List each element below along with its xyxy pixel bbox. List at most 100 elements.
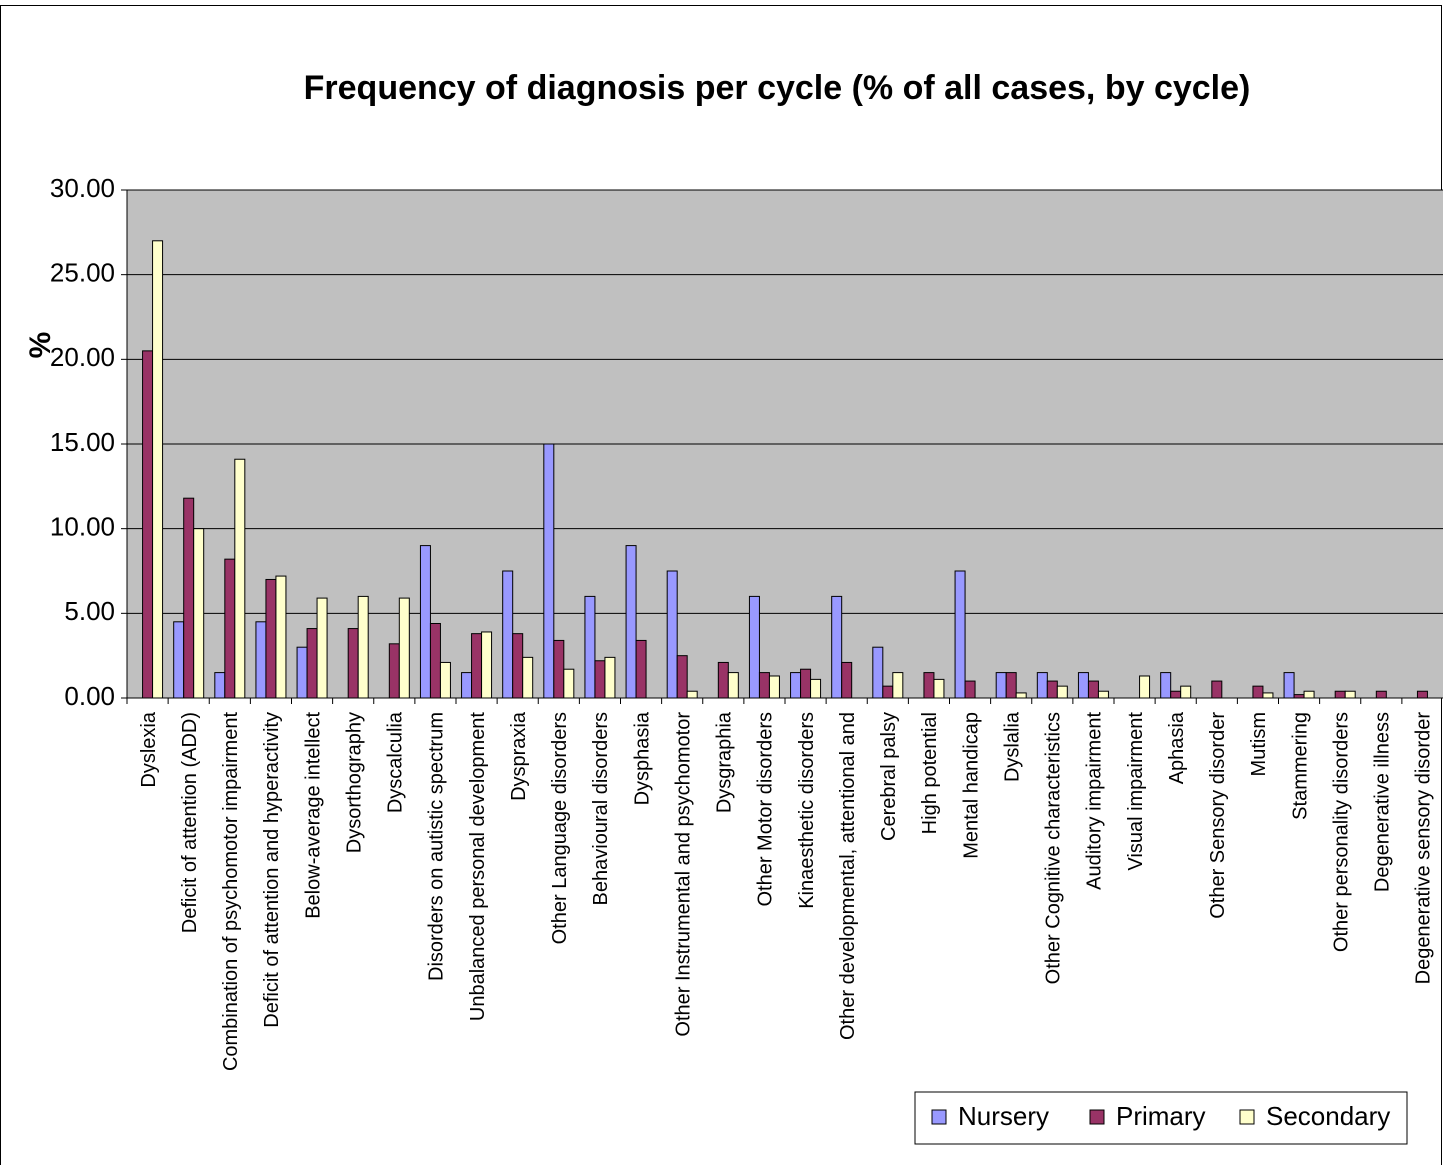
- bar: [841, 661, 853, 699]
- x-tick-label: Aphasia: [1166, 711, 1188, 784]
- legend-swatch: [1089, 1109, 1105, 1125]
- x-tick-label: Dyscalculia: [385, 711, 407, 813]
- bar: [429, 622, 441, 699]
- legend-swatch: [1239, 1109, 1255, 1125]
- legend-box: [914, 1091, 1408, 1145]
- bar: [686, 690, 698, 699]
- bar: [1015, 692, 1027, 699]
- x-tick-label: Stammering: [1289, 712, 1311, 820]
- x-tick-label: Dysgraphia: [714, 711, 736, 813]
- bar: [347, 628, 359, 699]
- bar: [224, 558, 236, 699]
- bar: [594, 660, 606, 699]
- y-tick-label: 30.00: [50, 173, 115, 203]
- x-tick-label: Other Instrumental and psychomotor: [672, 712, 694, 1037]
- bar: [193, 528, 205, 699]
- bar: [1303, 690, 1315, 699]
- bar: [502, 570, 514, 699]
- bar: [1334, 690, 1346, 699]
- legend-label: Secondary: [1266, 1101, 1390, 1131]
- bar: [255, 621, 267, 699]
- bar: [625, 545, 637, 699]
- x-tick-label: Dyslexia: [138, 711, 160, 787]
- x-tick-label: Degenerative illness: [1372, 712, 1394, 892]
- legend-label: Primary: [1116, 1101, 1206, 1131]
- y-tick-label: 0.00: [64, 681, 115, 711]
- bar: [1046, 680, 1058, 699]
- bar: [933, 678, 945, 699]
- bar: [748, 595, 760, 699]
- x-tick-label: Unbalanced personal development: [467, 712, 489, 1022]
- bar: [1344, 690, 1356, 699]
- x-tick-label: Combination of psychomotor impairment: [220, 712, 242, 1071]
- bar: [954, 570, 966, 699]
- x-tick-label: Other Cognitive characteristics: [1043, 712, 1065, 984]
- x-tick-label: Mutism: [1248, 712, 1270, 776]
- bar: [1252, 685, 1264, 699]
- y-tick-label: 15.00: [50, 427, 115, 457]
- bar: [1087, 680, 1099, 699]
- bar: [1375, 690, 1387, 699]
- x-tick-label: Cerebral palsy: [878, 712, 900, 841]
- x-tick-label: Degenerative sensory disorder: [1413, 712, 1435, 985]
- bar: [512, 633, 524, 699]
- x-tick-label: Disorders on autistic spectrum: [426, 712, 448, 981]
- bar: [183, 497, 195, 699]
- y-tick-label: 25.00: [50, 258, 115, 288]
- x-tick-label: Deficit of attention (ADD): [179, 712, 201, 933]
- x-tick-label: Other Motor disorders: [755, 712, 777, 907]
- x-tick-label: High potential: [919, 712, 941, 834]
- chart-title: Frequency of diagnosis per cycle (% of a…: [304, 69, 1251, 107]
- bar: [419, 545, 431, 699]
- bar: [604, 656, 616, 699]
- bar: [1283, 672, 1295, 699]
- y-axis-label: %: [24, 332, 57, 359]
- bar: [831, 595, 843, 699]
- bar: [553, 639, 565, 699]
- bar: [1293, 694, 1305, 699]
- bar: [1077, 672, 1089, 699]
- bar: [522, 656, 534, 699]
- bar: [173, 621, 185, 699]
- x-tick-label: Visual impairment: [1125, 712, 1147, 871]
- bar: [1211, 680, 1223, 699]
- bar: [964, 680, 976, 699]
- bar: [758, 672, 770, 699]
- bar: [1036, 672, 1048, 699]
- x-tick-label: Other developmental, attentional and: [837, 712, 859, 1040]
- bar: [666, 570, 678, 699]
- bar: [388, 643, 400, 699]
- x-tick-label: Auditory impairment: [1084, 712, 1106, 890]
- bar: [543, 443, 555, 699]
- bar: [439, 661, 451, 699]
- bar: [234, 458, 246, 699]
- x-tick-label: Deficit of attention and hyperactivity: [261, 712, 283, 1028]
- bar: [316, 597, 328, 699]
- y-tick-label: 20.00: [50, 342, 115, 372]
- x-tick-label: Below-average intellect: [302, 712, 324, 919]
- bar: [892, 672, 904, 699]
- bar: [296, 646, 308, 699]
- bar: [142, 350, 154, 699]
- bar: [1056, 685, 1068, 699]
- y-tick-label: 10.00: [50, 512, 115, 542]
- bar: [727, 672, 739, 699]
- bar: [923, 672, 935, 699]
- x-tick-label: Behavioural disorders: [590, 712, 612, 905]
- bar: [790, 672, 802, 699]
- x-tick-label: Kinaesthetic disorders: [796, 712, 818, 909]
- bar: [1097, 690, 1109, 699]
- bar: [768, 675, 780, 699]
- bar: [1160, 672, 1172, 699]
- bar: [1005, 672, 1017, 699]
- x-tick-label: Mental handicap: [960, 712, 982, 859]
- bar: [882, 685, 894, 699]
- bar: [471, 633, 483, 699]
- x-tick-label: Dysorthography: [343, 712, 365, 853]
- bar: [872, 646, 884, 699]
- bar: [676, 655, 688, 699]
- bar: [717, 661, 729, 699]
- bar: [275, 575, 287, 699]
- bar: [398, 597, 410, 699]
